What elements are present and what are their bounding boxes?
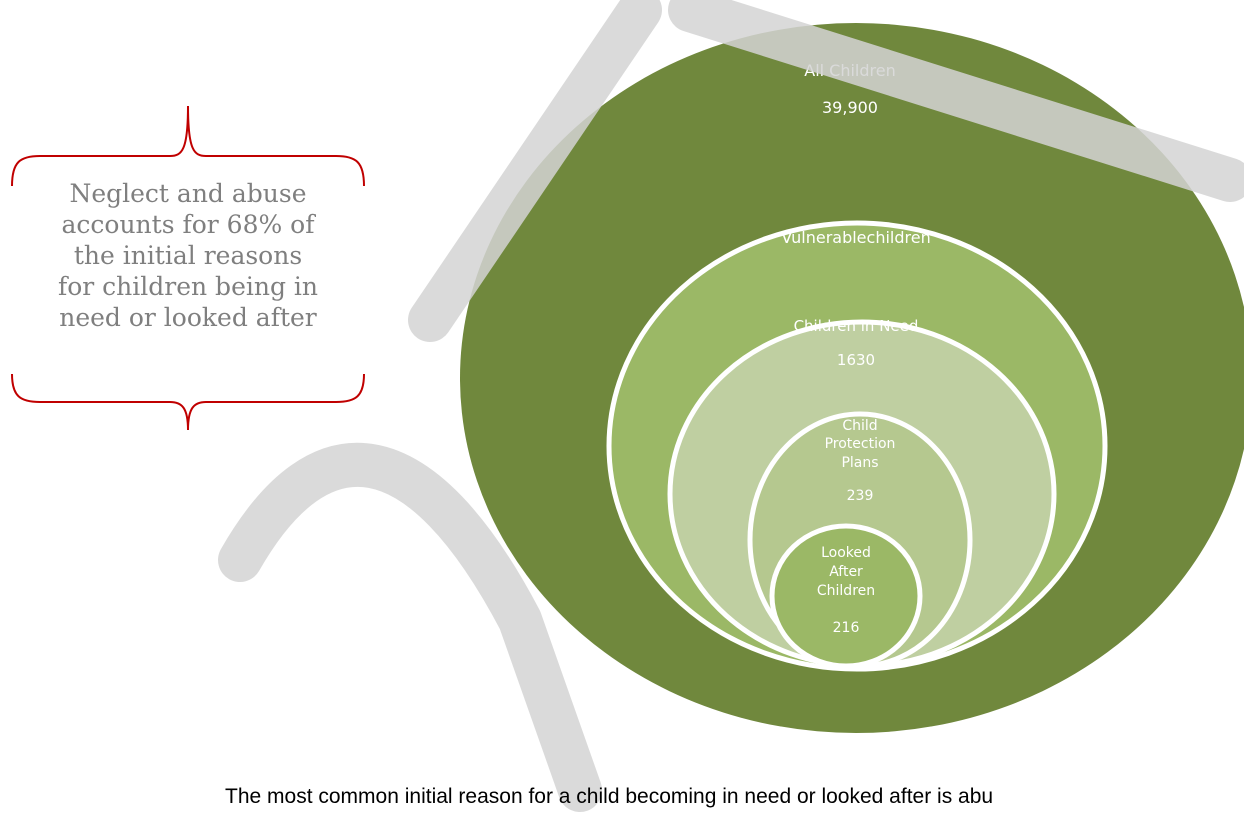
top-brace (11, 105, 365, 187)
callout-line: Neglect and abuse (69, 179, 307, 208)
looked-after-children-value: 216 (833, 620, 860, 636)
all-children-value: 39,900 (822, 98, 878, 117)
callout-line: the initial reasons (73, 241, 303, 270)
vulnerable-children-title: Vulnerablechildren (781, 228, 930, 247)
callout-line: need or looked after (59, 303, 317, 332)
child-protection-plans-title-2: Protection (825, 436, 896, 452)
bottom-brace (11, 373, 365, 431)
callout-line: accounts for 68% of (61, 210, 315, 239)
child-protection-plans-title-1: Child (842, 418, 877, 434)
watermark-d (218, 0, 1244, 812)
callout-braces (11, 105, 365, 431)
callout (10, 104, 368, 434)
looked-after-children-title-2: After (829, 564, 863, 580)
caption-text: The most common initial reason for a chi… (225, 785, 994, 808)
looked-after-children-circle (769, 523, 923, 669)
callout-text: Neglect and abuse accounts for 68% of th… (20, 178, 356, 333)
looked-after-children-title-3: Children (817, 583, 875, 599)
child-protection-plans-title-3: Plans (841, 455, 878, 471)
looked-after-children-title-1: Looked (821, 545, 871, 561)
children-in-need-title: Children in Need (794, 317, 919, 335)
children-in-need-value: 1630 (837, 351, 875, 369)
child-protection-plans-value: 239 (847, 488, 874, 504)
callout-line: for children being in (57, 272, 319, 301)
